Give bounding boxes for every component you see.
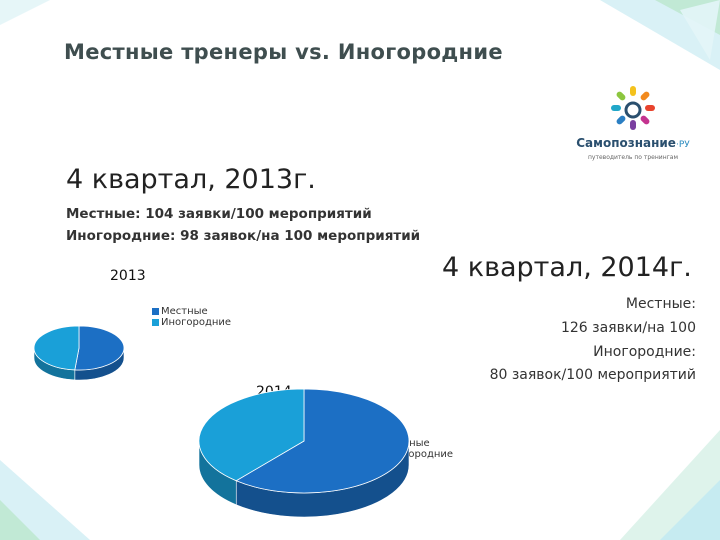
logo-suffix: ·РУ [675,140,690,150]
legend-swatch-visiting [152,319,159,326]
logo-name-text: Самопознание [576,136,676,150]
pie-slice-local [74,325,125,371]
local-2014-label: Местные: [625,296,696,312]
legend-label: Иногородние [383,449,454,460]
visiting-2013-line: Иногородние: 98 заявок/на 100 мероприяти… [66,228,421,244]
logo-name: Самопознание·РУ [572,136,694,150]
pie-2013-legend: Местные Иногородние [152,306,231,328]
legend-swatch-local [152,308,159,315]
samopoznanie-logo: Самопознание·РУ путеводитель по тренинга… [572,82,694,172]
visiting-2014-value: 80 заявок/100 мероприятий [489,367,696,383]
legend-2013-visiting: Иногородние [152,317,231,328]
sun-logo-icon [611,86,655,130]
corner-decoration-bottom-right [620,430,720,540]
logo-tagline: путеводитель по тренингам [588,154,678,161]
pie-chart-2014 [198,388,410,518]
legend-2013-local: Местные [152,306,231,317]
pie-2013-title: 2013 [110,268,146,284]
pie-slice-visiting [33,325,80,371]
legend-label: Местные [161,306,208,317]
pie-chart-2013 [33,325,125,381]
slide-title: Местные тренеры vs. Иногородние [64,40,503,64]
heading-q4-2013: 4 квартал, 2013г. [66,164,316,195]
corner-decoration-bottom-left [0,460,90,540]
visiting-2014-label: Иногородние: [593,344,696,360]
corner-decoration-top-right [600,0,720,70]
heading-q4-2014: 4 квартал, 2014г. [442,252,692,283]
local-2014-value: 126 заявки/на 100 [560,320,696,336]
local-2013-line: Местные: 104 заявки/100 мероприятий [66,206,372,222]
legend-label: Иногородние [161,317,232,328]
pie-slice-local [235,388,410,494]
corner-decoration-top-left [0,0,50,25]
pie-slice-visiting [198,388,305,482]
